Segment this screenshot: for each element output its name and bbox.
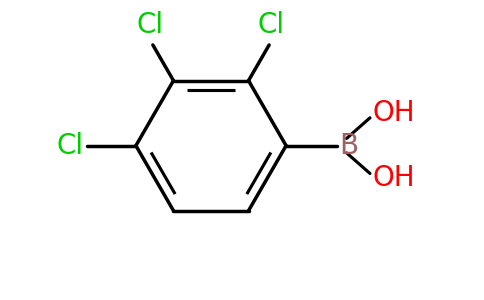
Text: Cl: Cl [57,132,84,160]
Text: OH: OH [372,99,415,127]
Text: OH: OH [372,164,415,192]
Text: Cl: Cl [137,11,164,39]
Text: Cl: Cl [258,11,285,39]
Text: B: B [339,132,359,160]
